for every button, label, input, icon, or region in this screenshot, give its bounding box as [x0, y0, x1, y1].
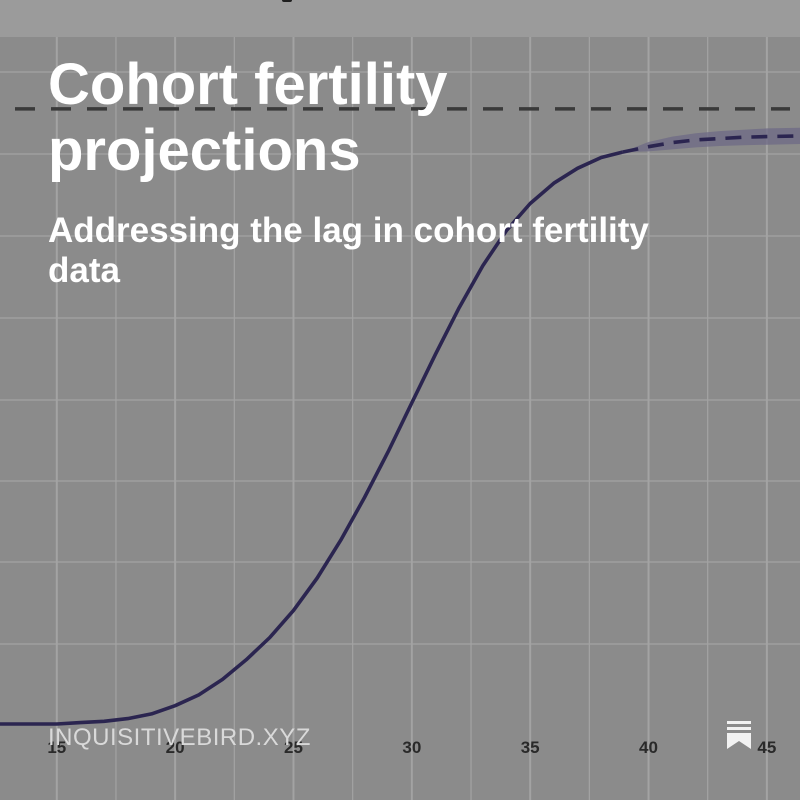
grid-layer [0, 37, 800, 800]
series-line-observed [0, 150, 623, 726]
page-subtitle: Addressing the lag in cohort fertility d… [48, 211, 649, 290]
site-watermark: INQUISITIVEBIRD.XYZ [48, 724, 311, 751]
bookmark-lines-icon [727, 721, 751, 749]
x-tick-label: 40 [639, 738, 658, 757]
series-layer [0, 134, 800, 726]
x-tick-label: 25 [284, 738, 303, 757]
series-line-projected [622, 134, 800, 154]
x-tick-label: 30 [402, 738, 421, 757]
x-tick-label: 35 [521, 738, 540, 757]
x-tick-label: 20 [166, 738, 185, 757]
tick-label-layer: 15 20 25 30 35 40 45 [47, 738, 776, 757]
cropped-top-text-fragment [282, 0, 292, 2]
x-tick-label: 15 [47, 738, 66, 757]
page-title: Cohort fertility projections [48, 52, 448, 183]
x-tick-label: 45 [757, 738, 776, 757]
cropped-top-strip [0, 0, 800, 37]
